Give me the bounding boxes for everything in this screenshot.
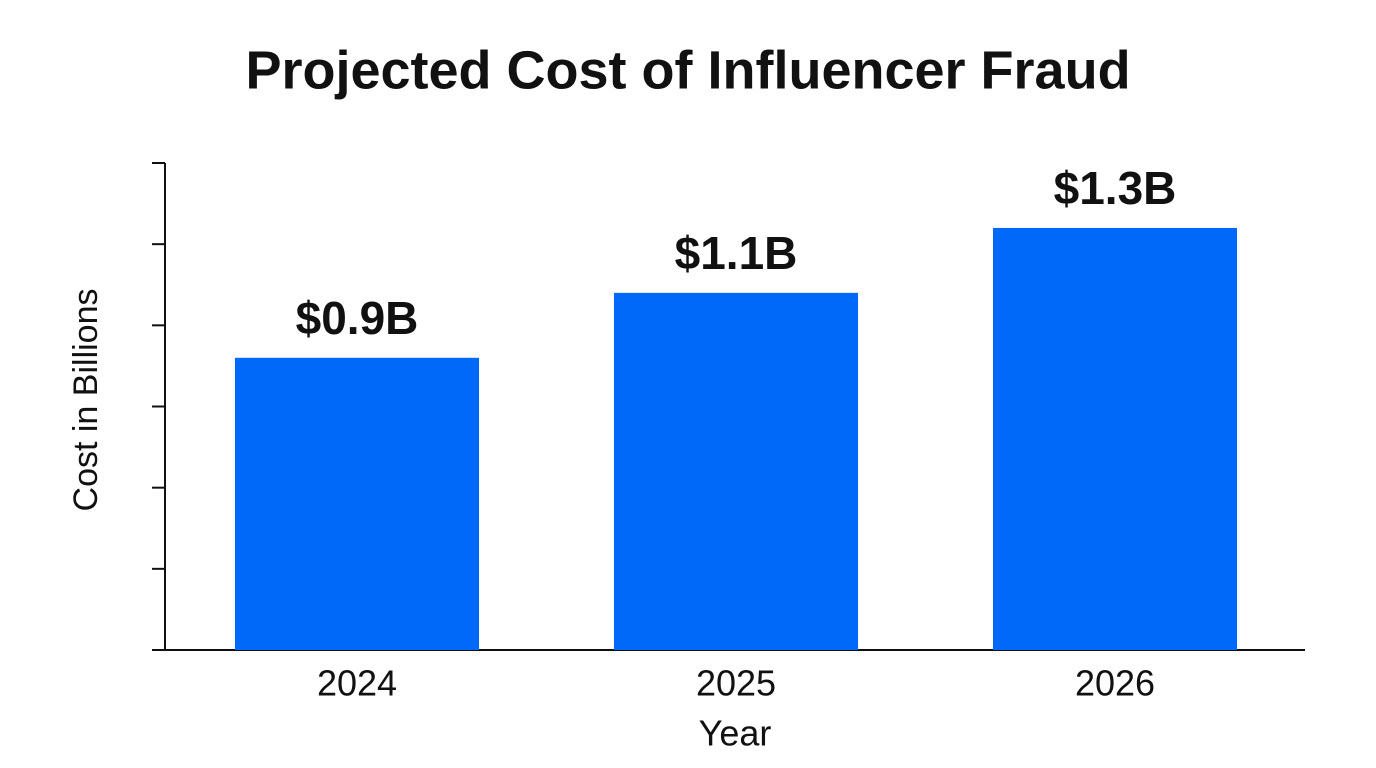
x-axis-label: Year <box>699 713 772 754</box>
x-tick-label: 2024 <box>317 663 397 704</box>
bar <box>234 357 480 650</box>
bar <box>613 292 859 650</box>
x-tick-label: 2026 <box>1075 663 1155 704</box>
chart-title: Projected Cost of Influencer Fraud <box>245 40 1130 100</box>
x-tick-label: 2025 <box>696 663 776 704</box>
value-label: $1.3B <box>1054 162 1177 214</box>
value-label: $0.9B <box>296 292 419 344</box>
y-axis-label: Cost in Billions <box>67 289 105 512</box>
bar <box>992 227 1238 650</box>
value-label: $1.1B <box>675 227 798 279</box>
